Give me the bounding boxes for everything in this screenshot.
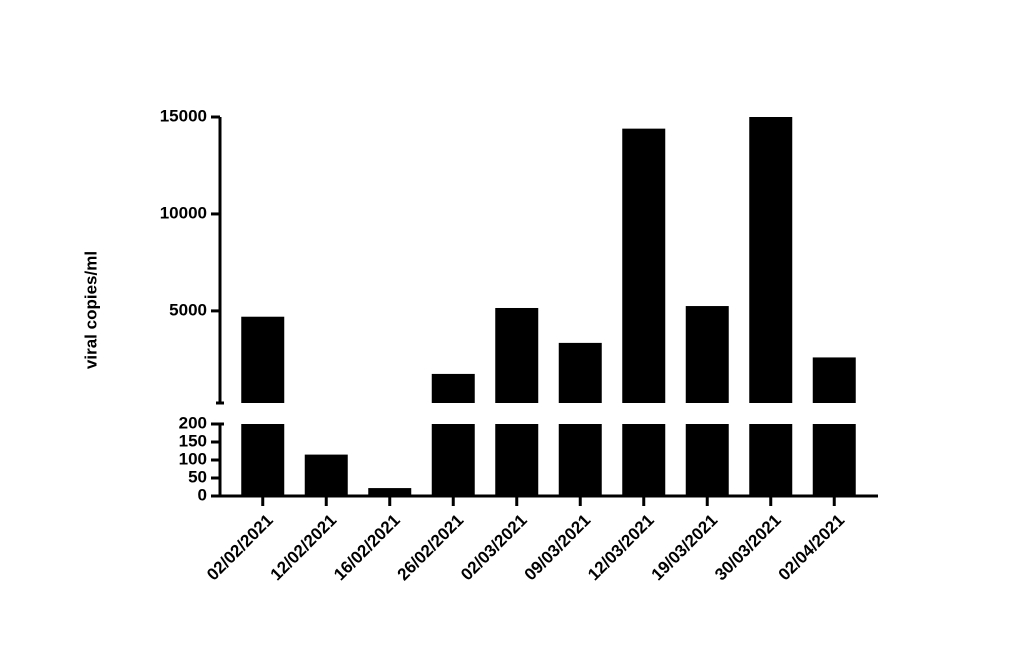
x-tick-label: 02/02/2021 bbox=[203, 511, 277, 585]
x-tick-label: 26/02/2021 bbox=[394, 511, 468, 585]
bar bbox=[685, 424, 729, 496]
bar bbox=[241, 424, 285, 496]
y-tick-label: 15000 bbox=[160, 106, 207, 125]
bar bbox=[431, 424, 475, 496]
x-tick-label: 30/03/2021 bbox=[711, 511, 785, 585]
y-tick-label: 5000 bbox=[169, 300, 207, 319]
x-tick-label: 12/02/2021 bbox=[267, 511, 341, 585]
x-tick-label: 19/03/2021 bbox=[648, 511, 722, 585]
bar-upper bbox=[812, 357, 856, 403]
y-axis-label: viral copies/ml bbox=[81, 251, 100, 369]
y-tick-label: 10000 bbox=[160, 203, 207, 222]
y-tick-label: 50 bbox=[188, 467, 207, 486]
bar-upper bbox=[749, 117, 793, 403]
x-tick-label: 02/03/2021 bbox=[457, 511, 531, 585]
bar-upper bbox=[495, 307, 539, 403]
x-tick-label: 09/03/2021 bbox=[521, 511, 595, 585]
bar-upper bbox=[558, 342, 602, 403]
bar bbox=[749, 424, 793, 496]
y-tick-label: 150 bbox=[179, 431, 207, 450]
bar bbox=[304, 454, 348, 496]
bar-upper bbox=[685, 306, 729, 403]
y-tick-label: 100 bbox=[179, 449, 207, 468]
bar-upper bbox=[241, 316, 285, 403]
bar bbox=[368, 488, 412, 496]
x-tick-label: 02/04/2021 bbox=[775, 511, 849, 585]
bar bbox=[622, 424, 666, 496]
x-tick-label: 12/03/2021 bbox=[584, 511, 658, 585]
y-tick-label: 200 bbox=[179, 413, 207, 432]
bar-upper bbox=[431, 373, 475, 403]
bar bbox=[495, 424, 539, 496]
bar bbox=[558, 424, 602, 496]
bar-upper bbox=[622, 128, 666, 403]
y-tick-label: 0 bbox=[198, 485, 207, 504]
bar bbox=[812, 424, 856, 496]
x-tick-label: 16/02/2021 bbox=[330, 511, 404, 585]
